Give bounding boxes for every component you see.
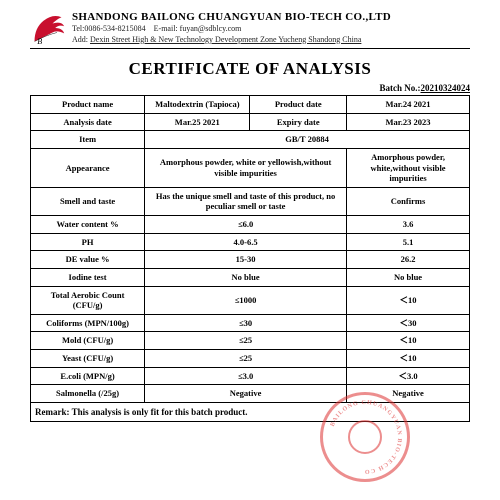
svg-text:B: B (37, 37, 42, 46)
cell-aerobic-label: Total Aerobic Count (CFU/g) (31, 286, 145, 314)
cell-item-label: Item (31, 131, 145, 149)
batch-label: Batch No.: (380, 83, 421, 93)
table-row: Smell and taste Has the unique smell and… (31, 187, 470, 215)
cell-appearance-label: Appearance (31, 148, 145, 187)
address: Dexin Street High & New Technology Devel… (90, 35, 361, 44)
cell-expiry-date: Mar.23 2023 (347, 113, 470, 131)
cell-smell-result: Confirms (347, 187, 470, 215)
email-label: E-mail: (154, 24, 178, 33)
cell-aerobic-spec: ≤1000 (145, 286, 347, 314)
email: fuyan@sdblcy.com (180, 24, 242, 33)
cell-analysis-date: Mar.25 2021 (145, 113, 250, 131)
batch-line: Batch No.:20210324024 (30, 83, 470, 93)
cell-de-spec: 15-30 (145, 251, 347, 269)
analysis-table: Product name Maltodextrin (Tapioca) Prod… (30, 95, 470, 403)
document-title: CERTIFICATE OF ANALYSIS (30, 59, 470, 79)
cell-yeast-spec: ≤25 (145, 350, 347, 368)
cell-mold-result: ＜10 (347, 332, 470, 350)
cell-salmonella-label: Salmonella (/25g) (31, 385, 145, 403)
cell-smell-spec: Has the unique smell and taste of this p… (145, 187, 347, 215)
table-row: Item GB/T 20884 (31, 131, 470, 149)
cell-water-spec: ≤6.0 (145, 216, 347, 234)
cell-mold-label: Mold (CFU/g) (31, 332, 145, 350)
cell-ph-label: PH (31, 233, 145, 251)
cell-appearance-result: Amorphous powder, white,without visible … (347, 148, 470, 187)
tel: 0086-534-8215084 (84, 24, 145, 33)
cell-de-result: 26.2 (347, 251, 470, 269)
cell-expiry-date-label: Expiry date (250, 113, 347, 131)
cell-yeast-result: ＜10 (347, 350, 470, 368)
cell-iodine-result: No blue (347, 268, 470, 286)
cell-mold-spec: ≤25 (145, 332, 347, 350)
company-logo-icon: B (30, 10, 66, 46)
tel-label: Tel: (72, 24, 84, 33)
batch-no: 20210324024 (421, 83, 471, 93)
table-row: Appearance Amorphous powder, white or ye… (31, 148, 470, 187)
cell-smell-label: Smell and taste (31, 187, 145, 215)
svg-text:BAILONG CHUANGYUAN BIO-TECH CO: BAILONG CHUANGYUAN BIO-TECH CO (330, 400, 402, 474)
cell-ph-spec: 4.0-6.5 (145, 233, 347, 251)
addr-label: Add: (72, 35, 88, 44)
company-name: SHANDONG BAILONG CHUANGYUAN BIO-TECH CO.… (72, 10, 470, 24)
cell-ecoli-spec: ≤3.0 (145, 367, 347, 385)
cell-product-date: Mar.24 2021 (347, 96, 470, 114)
cell-coliforms-label: Coliforms (MPN/100g) (31, 314, 145, 332)
cell-water-result: 3.6 (347, 216, 470, 234)
cell-product-name: Maltodextrin (Tapioca) (145, 96, 250, 114)
table-row: Analysis date Mar.25 2021 Expiry date Ma… (31, 113, 470, 131)
cell-salmonella-spec: Negative (145, 385, 347, 403)
address-line: Add: Dexin Street High & New Technology … (72, 35, 470, 45)
stamp-icon: BAILONG CHUANGYUAN BIO-TECH CO (320, 392, 410, 482)
cell-water-label: Water content % (31, 216, 145, 234)
cell-aerobic-result: ＜10 (347, 286, 470, 314)
table-row: Total Aerobic Count (CFU/g) ≤1000 ＜10 (31, 286, 470, 314)
cell-coliforms-spec: ≤30 (145, 314, 347, 332)
cell-product-name-label: Product name (31, 96, 145, 114)
table-row: E.coli (MPN/g) ≤3.0 ＜3.0 (31, 367, 470, 385)
cell-de-label: DE value % (31, 251, 145, 269)
table-row: Water content % ≤6.0 3.6 (31, 216, 470, 234)
cell-ecoli-result: ＜3.0 (347, 367, 470, 385)
cell-coliforms-result: ＜30 (347, 314, 470, 332)
table-row: Mold (CFU/g) ≤25 ＜10 (31, 332, 470, 350)
cell-ecoli-label: E.coli (MPN/g) (31, 367, 145, 385)
cell-standard: GB/T 20884 (145, 131, 470, 149)
contact-line: Tel:0086-534-8215084 E-mail: fuyan@sdblc… (72, 24, 470, 34)
cell-iodine-label: Iodine test (31, 268, 145, 286)
cell-iodine-spec: No blue (145, 268, 347, 286)
cell-ph-result: 5.1 (347, 233, 470, 251)
cell-product-date-label: Product date (250, 96, 347, 114)
table-row: Coliforms (MPN/100g) ≤30 ＜30 (31, 314, 470, 332)
table-row: Product name Maltodextrin (Tapioca) Prod… (31, 96, 470, 114)
header: B SHANDONG BAILONG CHUANGYUAN BIO-TECH C… (30, 10, 470, 49)
cell-analysis-date-label: Analysis date (31, 113, 145, 131)
table-row: Iodine test No blue No blue (31, 268, 470, 286)
table-row: DE value % 15-30 26.2 (31, 251, 470, 269)
cell-yeast-label: Yeast (CFU/g) (31, 350, 145, 368)
cell-appearance-spec: Amorphous powder, white or yellowish,wit… (145, 148, 347, 187)
table-row: PH 4.0-6.5 5.1 (31, 233, 470, 251)
table-row: Yeast (CFU/g) ≤25 ＜10 (31, 350, 470, 368)
